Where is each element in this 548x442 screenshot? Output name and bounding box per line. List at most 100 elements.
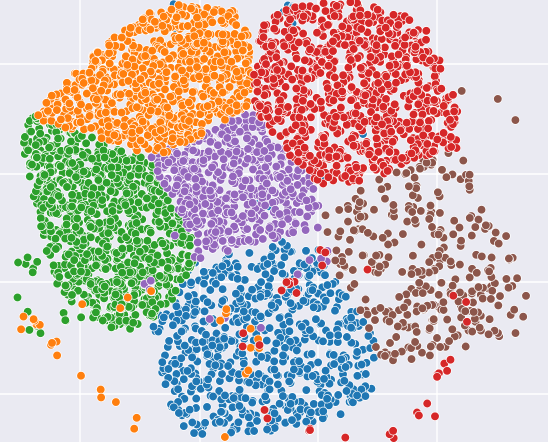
point-0-370 bbox=[260, 269, 271, 279]
point-5-867 bbox=[328, 95, 339, 106]
point-0-432 bbox=[176, 353, 186, 363]
point-0-613 bbox=[352, 390, 362, 401]
point-5-789 bbox=[302, 74, 313, 84]
point-1-299 bbox=[384, 316, 395, 327]
point-3-400 bbox=[275, 172, 285, 182]
point-0-604 bbox=[333, 330, 343, 340]
point-0-548 bbox=[276, 260, 286, 270]
point-4-658 bbox=[178, 49, 188, 59]
point-3-402 bbox=[198, 155, 209, 165]
point-3-496 bbox=[153, 166, 163, 176]
point-2-822 bbox=[31, 140, 41, 150]
point-4-772 bbox=[192, 62, 202, 72]
point-4-659 bbox=[159, 11, 169, 22]
outlier-5-25 bbox=[461, 297, 471, 307]
point-0-570 bbox=[186, 277, 196, 288]
point-5-686 bbox=[373, 5, 383, 15]
outlier-4-15 bbox=[215, 315, 225, 326]
point-5-723 bbox=[445, 115, 455, 125]
point-2-867 bbox=[135, 247, 145, 257]
point-5-853 bbox=[249, 70, 259, 80]
point-2-834 bbox=[76, 202, 86, 213]
point-0-415 bbox=[187, 417, 197, 428]
point-3-398 bbox=[172, 148, 182, 159]
point-0-445 bbox=[284, 317, 295, 327]
outlier-2-34 bbox=[157, 238, 168, 249]
point-4-781 bbox=[202, 74, 212, 85]
point-1-261 bbox=[343, 216, 353, 227]
point-1-282 bbox=[415, 164, 425, 174]
outlier-4-22 bbox=[96, 392, 106, 403]
point-4-689 bbox=[209, 7, 219, 17]
point-4-771 bbox=[41, 98, 52, 108]
outlier-5-13 bbox=[320, 247, 330, 258]
point-2-830 bbox=[132, 236, 142, 246]
point-2-438 bbox=[116, 146, 126, 156]
point-5-890 bbox=[406, 148, 417, 159]
point-1-267 bbox=[472, 268, 482, 278]
point-4-776 bbox=[174, 86, 184, 96]
point-5-885 bbox=[362, 10, 373, 20]
point-2-637 bbox=[27, 159, 37, 170]
point-1-84 bbox=[334, 270, 345, 280]
outlier-4-30 bbox=[243, 365, 253, 376]
point-0-484 bbox=[266, 251, 276, 262]
point-1-69 bbox=[495, 291, 505, 301]
point-0-516 bbox=[255, 311, 266, 322]
point-3-475 bbox=[163, 157, 174, 168]
point-4-793 bbox=[122, 60, 132, 70]
point-4-731 bbox=[199, 38, 209, 48]
outlier-2-6 bbox=[39, 170, 50, 180]
point-5-802 bbox=[361, 138, 371, 149]
point-4-696 bbox=[231, 100, 242, 110]
point-2-612 bbox=[67, 190, 77, 200]
point-5-812 bbox=[287, 74, 297, 85]
point-0-595 bbox=[179, 421, 189, 431]
point-0-423 bbox=[285, 337, 295, 347]
point-5-719 bbox=[406, 135, 416, 145]
point-2-860 bbox=[71, 222, 81, 232]
point-4-748 bbox=[104, 48, 114, 58]
outlier-3-14 bbox=[177, 204, 187, 214]
point-3-435 bbox=[189, 164, 199, 174]
point-2-859 bbox=[60, 280, 71, 291]
point-4-749 bbox=[159, 147, 169, 158]
point-2-837 bbox=[78, 150, 88, 160]
point-0-213 bbox=[234, 385, 245, 395]
point-2-727 bbox=[86, 206, 96, 216]
point-5-856 bbox=[331, 151, 342, 162]
outlier-1-9 bbox=[418, 288, 428, 298]
point-3-424 bbox=[223, 226, 234, 237]
point-3-484 bbox=[229, 189, 240, 200]
point-0-644 bbox=[216, 272, 226, 282]
outlier-5-9 bbox=[254, 340, 265, 350]
point-0-305 bbox=[183, 291, 193, 301]
point-5-836 bbox=[423, 123, 433, 134]
point-1-243 bbox=[437, 165, 447, 175]
point-4-209 bbox=[170, 71, 180, 82]
point-0-525 bbox=[333, 390, 343, 400]
point-1-106 bbox=[512, 273, 522, 283]
point-4-497 bbox=[241, 101, 251, 111]
point-1-3 bbox=[449, 216, 459, 226]
point-0-603 bbox=[341, 386, 352, 396]
outlier-5-26 bbox=[414, 410, 424, 421]
point-1-229 bbox=[426, 341, 436, 352]
point-4-580 bbox=[75, 117, 86, 127]
outlier-3-19 bbox=[205, 314, 215, 324]
point-1-208 bbox=[331, 245, 342, 256]
point-1-272 bbox=[355, 305, 366, 315]
point-4-766 bbox=[93, 47, 103, 58]
point-0-160 bbox=[191, 393, 201, 404]
point-2-707 bbox=[136, 152, 146, 163]
point-0-354 bbox=[252, 416, 262, 426]
point-1-250 bbox=[334, 205, 344, 215]
outlier-1-1 bbox=[457, 86, 467, 96]
point-5-792 bbox=[298, 96, 308, 106]
point-0-439 bbox=[361, 369, 371, 379]
point-3-448 bbox=[226, 207, 237, 218]
point-4-745 bbox=[215, 57, 226, 67]
point-4-790 bbox=[104, 40, 114, 50]
point-3-328 bbox=[295, 207, 305, 217]
point-0-356 bbox=[311, 314, 321, 324]
